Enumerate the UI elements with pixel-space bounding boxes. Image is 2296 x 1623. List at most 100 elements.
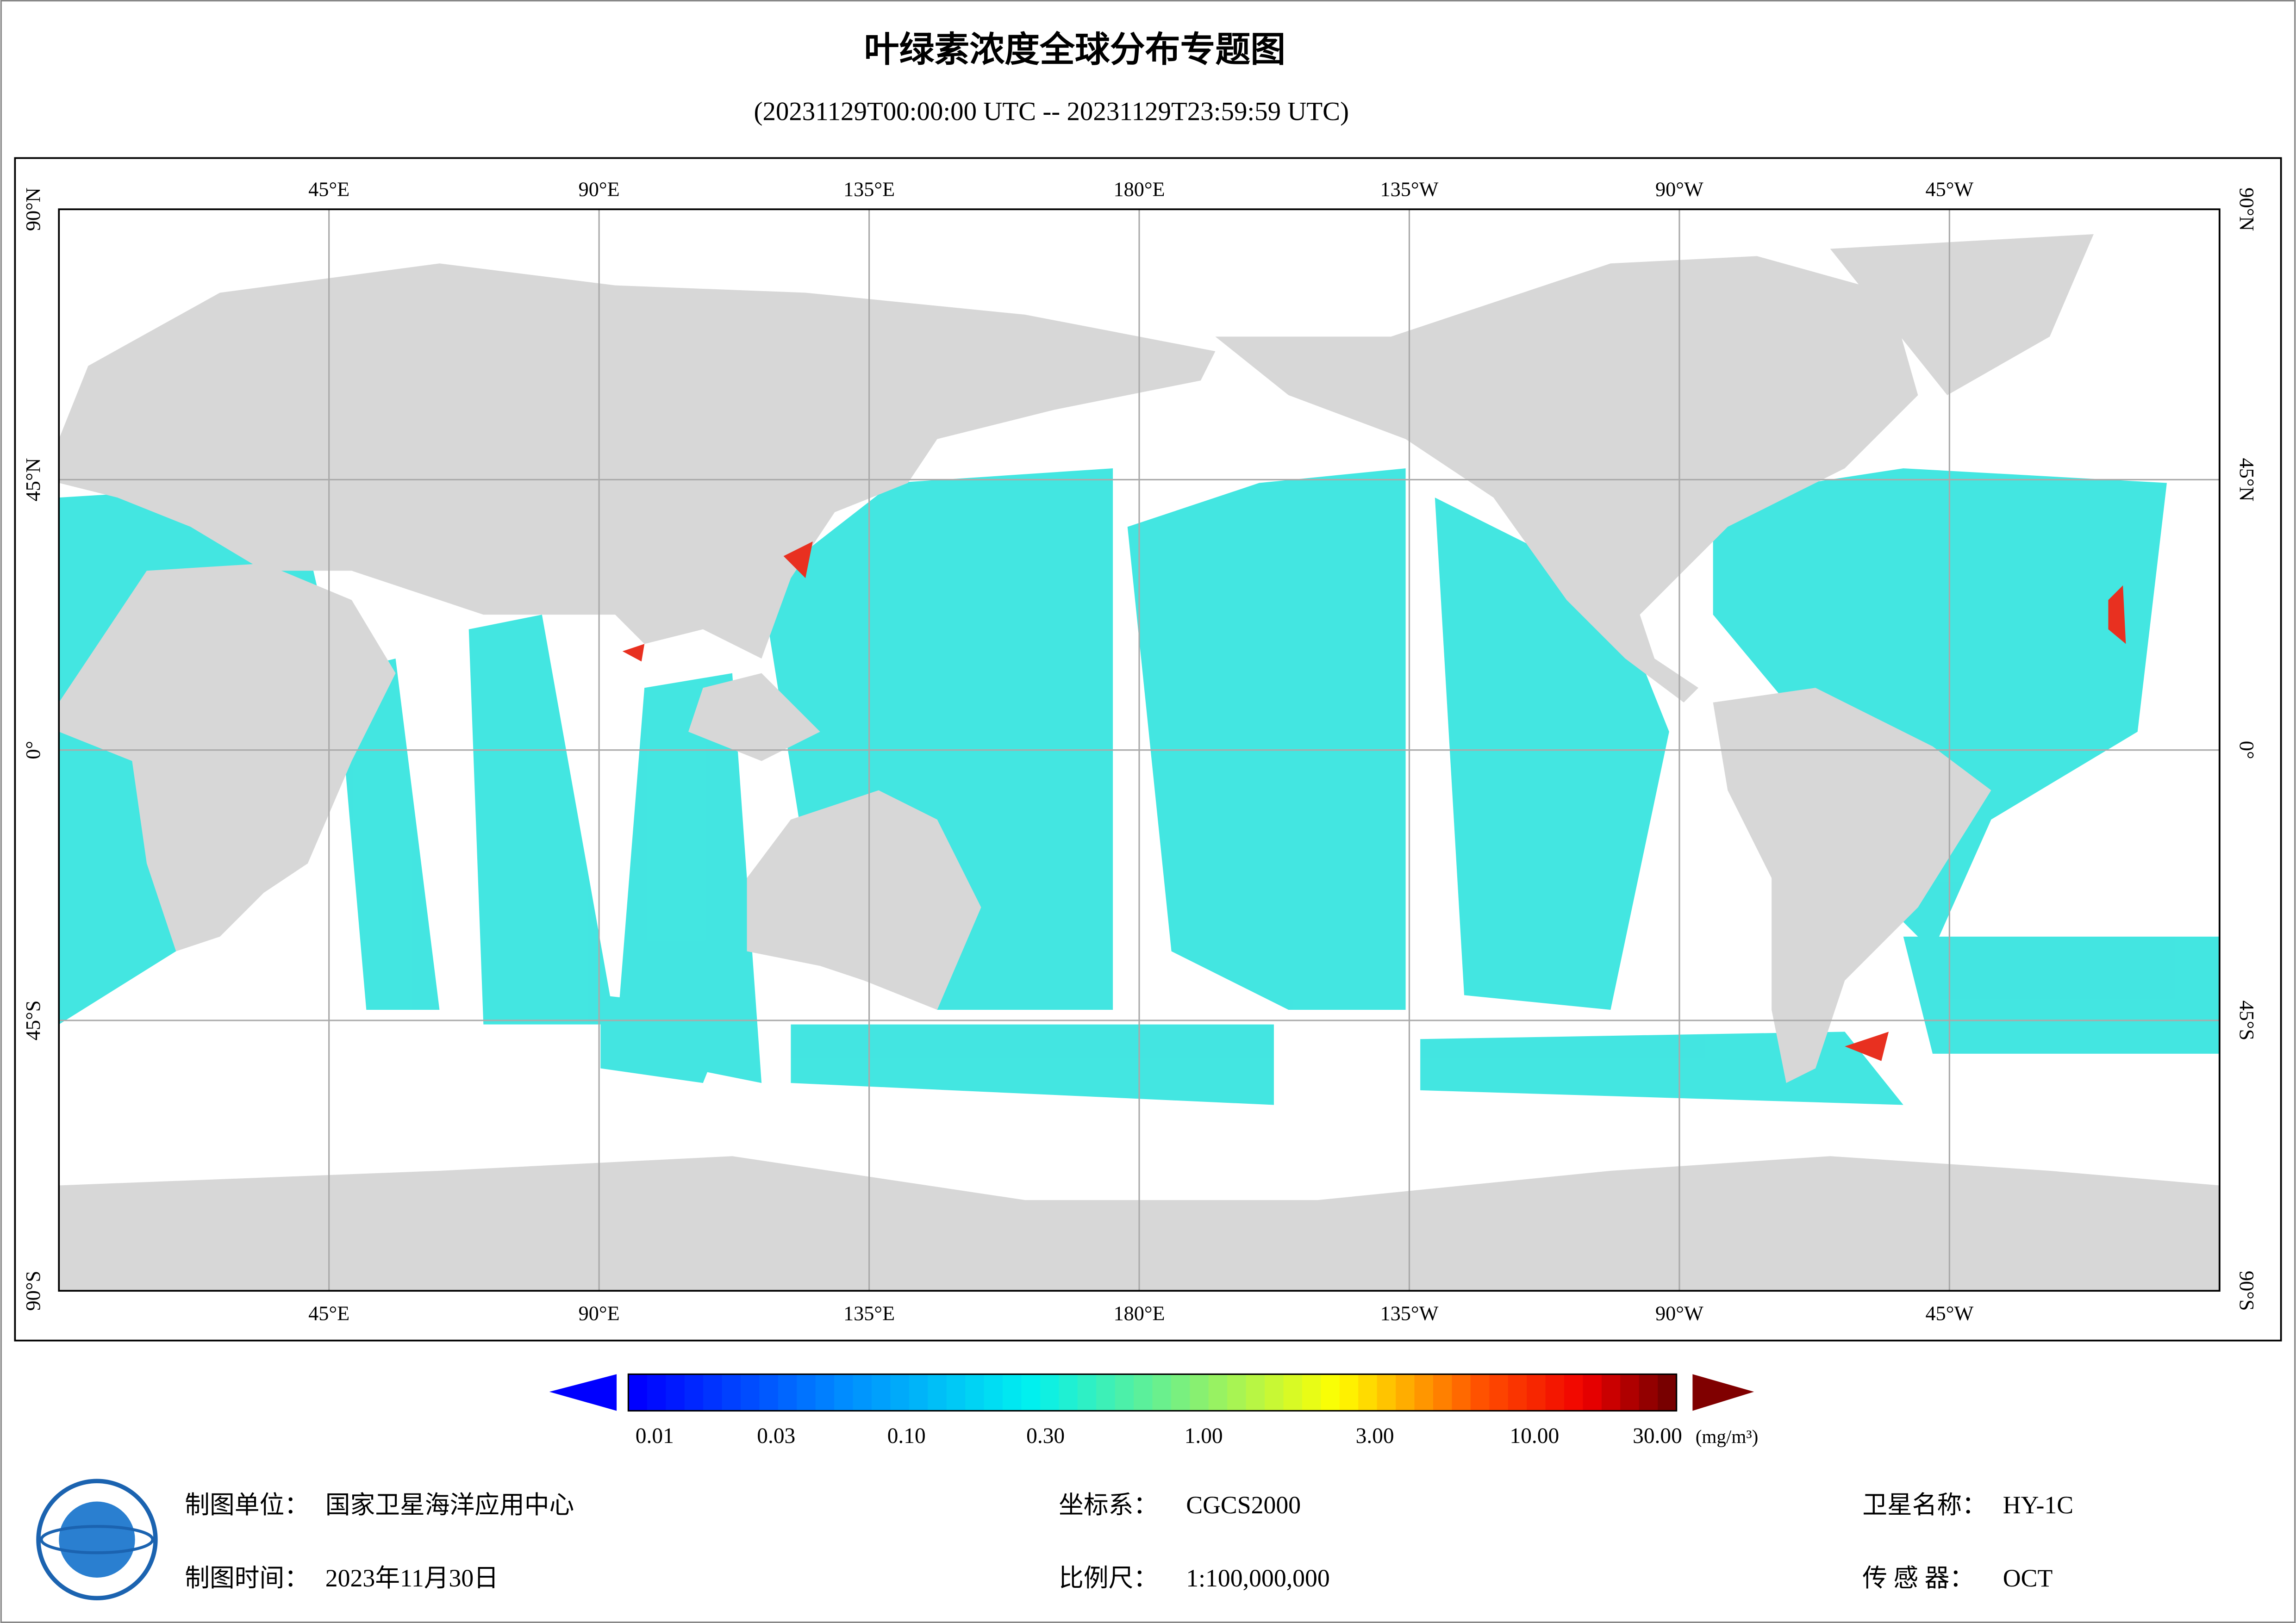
crs: CGCS2000 [1186,1491,1301,1519]
australia [747,790,981,1010]
colorbar-segment [1227,1374,1247,1411]
colorbar-segment [1527,1374,1547,1411]
map [58,208,2221,1292]
colorbar-segment [740,1374,760,1411]
colorbar-segment [703,1374,723,1411]
colorbar-segment [1414,1374,1434,1411]
colorbar-segment [1601,1374,1621,1411]
latitude-label: 0° [2235,741,2258,759]
swath [468,615,615,1025]
latitude-label: 45°N [2235,458,2258,501]
coast-highlight [2108,585,2126,644]
logo [36,1479,158,1600]
colorbar-segment [1096,1374,1116,1411]
sensor: OCT [2003,1564,2053,1592]
colorbar-segment [778,1374,798,1411]
date-label: 制图时间： [185,1564,309,1592]
latitude-label: 90°S [2235,1271,2258,1311]
colorbar-segment [1377,1374,1397,1411]
colorbar-segment [628,1374,648,1411]
latitude-label: 0° [22,741,44,759]
colorbar-segment [1396,1374,1416,1411]
colorbar-segment [722,1374,742,1411]
latitude-label: 45°N [22,458,44,501]
colorbar: 0.01 0.03 0.10 0.30 1.00 3.00 10.00 30.00 (mg/m³… [549,1373,1759,1448]
swath [615,673,762,1083]
colorbar-segment [1489,1374,1509,1411]
colorbar-under-arrow [549,1374,617,1411]
coast-highlight [783,541,813,578]
colorbar-segment [872,1374,892,1411]
colorbar-segment [1171,1374,1191,1411]
latitude-label: 90°N [22,187,44,231]
colorbar-segment [1059,1374,1079,1411]
date: 2023年11月30日 [325,1564,499,1592]
map-border [58,208,2221,1292]
colorbar-segment [1040,1374,1060,1411]
colorbar-segment [1115,1374,1135,1411]
colorbar-tick-label: 3.00 [1356,1424,1394,1448]
producer: 国家卫星海洋应用中心 [325,1491,574,1519]
colorbar-tick-label: 30.00 [1633,1424,1682,1448]
swath [337,659,440,1010]
colorbar-segment [1283,1374,1303,1411]
colorbar-segment [1021,1374,1041,1411]
latitude-label: 45°S [22,1001,44,1041]
colorbar-segment [1208,1374,1228,1411]
eurasia [59,263,1216,659]
colorbar-segment [1190,1374,1210,1411]
colorbar-tick-label: 0.03 [757,1424,795,1448]
high-chlorophyll-coasts [622,541,2126,1061]
colorbar-segment [759,1374,779,1411]
colorbar-segment [647,1374,667,1411]
colorbar-tick-label: 10.00 [1510,1424,1559,1448]
colorbar-segment [1545,1374,1565,1411]
colorbar-segment [928,1374,948,1411]
colorbar-segment [965,1374,985,1411]
colorbar-tick-label: 0.30 [1026,1424,1065,1448]
latitude-label: 45°S [2235,1001,2258,1041]
longitude-label: 135°E [843,1302,895,1325]
colorbar-segment [1452,1374,1472,1411]
colorbar-unit: (mg/m³) [1696,1426,1759,1448]
sensor-label: 传 感 器： [1862,1564,1974,1592]
longitude-label: 180°E [1113,1302,1165,1325]
colorbar-segment [1134,1374,1154,1411]
swath [600,995,732,1083]
africa [59,563,396,951]
colorbar-segment [1470,1374,1490,1411]
latitude-label: 90°S [22,1271,44,1311]
swath [1713,468,2167,951]
swath [1127,468,1406,1010]
colorbar-segment [890,1374,910,1411]
title: 叶绿素浓度全球分布专题图 [864,29,1286,70]
longitude-label: 45°W [1925,1302,1973,1325]
colorbar-segment [853,1374,873,1411]
colorbar-segment [1358,1374,1378,1411]
subtitle: (20231129T00:00:00 UTC -- 20231129T23:59… [754,97,1349,126]
colorbar-segment [1620,1374,1640,1411]
satellite: HY-1C [2003,1491,2073,1519]
colorbar-segment [1246,1374,1266,1411]
colorbar-segment [1583,1374,1603,1411]
coast-highlight [1845,1032,1889,1061]
colorbar-segment [797,1374,817,1411]
colorbar-segment [1639,1374,1659,1411]
coast-highlight [622,644,645,662]
map-frame [14,157,2282,1342]
scale-label: 比例尺： [1059,1564,1158,1592]
colorbar-segment [1077,1374,1097,1411]
greenland [1830,234,2094,395]
producer-label: 制图单位： [185,1491,309,1519]
colorbar-tick-label: 0.10 [887,1424,926,1448]
longitude-label: 45°W [1925,178,1973,201]
longitude-label: 90°W [1655,178,1703,201]
colorbar-segment [1433,1374,1453,1411]
colorbar-segment [1658,1374,1678,1411]
longitude-label: 90°E [579,1302,620,1325]
scale: 1:100,000,000 [1186,1564,1330,1592]
satellite-label: 卫星名称： [1862,1491,1987,1519]
colorbar-segment [1265,1374,1285,1411]
colorbar-tick-label: 1.00 [1185,1424,1223,1448]
